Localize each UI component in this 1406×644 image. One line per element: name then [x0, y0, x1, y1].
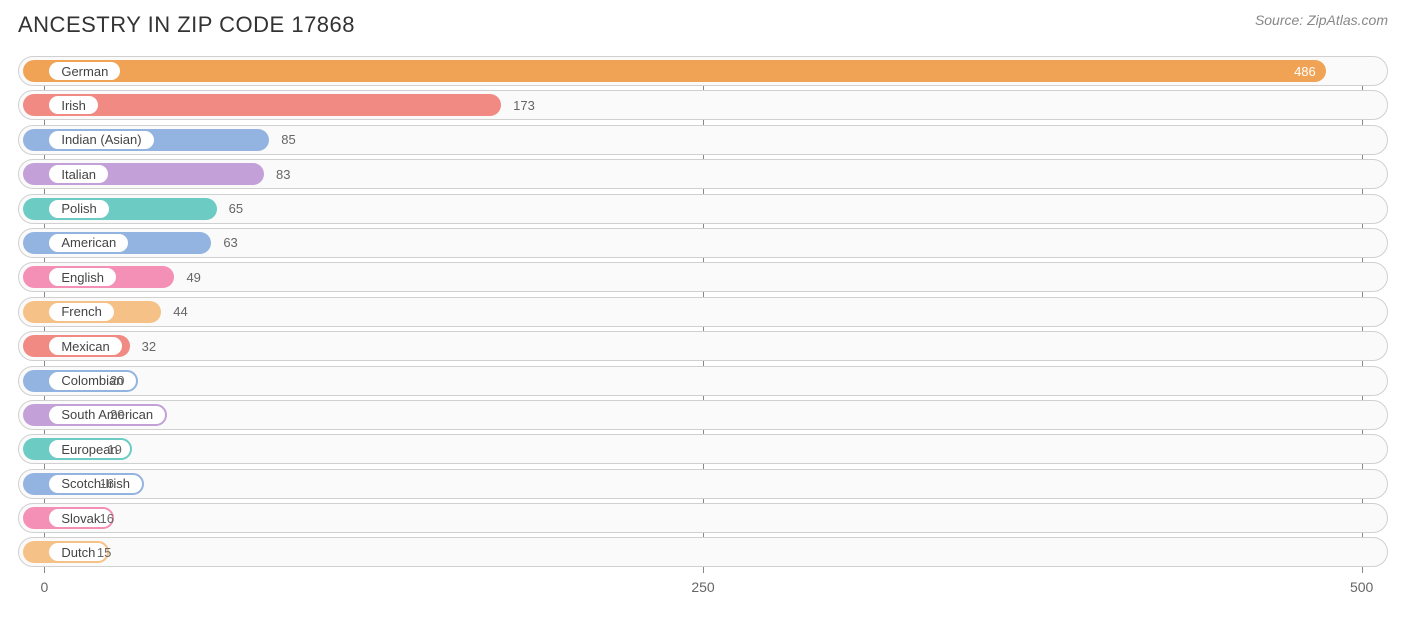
value-label: 16: [100, 504, 114, 532]
category-pill: German: [47, 60, 122, 82]
category-pill: Irish: [47, 94, 100, 116]
value-label: 20: [110, 367, 124, 395]
x-axis: 0 250 500: [18, 573, 1388, 601]
category-pill: French: [47, 301, 115, 323]
bar-row: European19: [18, 434, 1388, 464]
bar-row: English 49: [18, 262, 1388, 292]
bar-row: Irish 173: [18, 90, 1388, 120]
bar-row: American 63: [18, 228, 1388, 258]
category-pill: American: [47, 232, 130, 254]
value-label: 83: [276, 160, 290, 188]
chart-title: ANCESTRY IN ZIP CODE 17868: [18, 12, 355, 38]
bar-row: Colombian20: [18, 366, 1388, 396]
x-tick-label: 250: [691, 579, 714, 595]
chart-source: Source: ZipAtlas.com: [1255, 12, 1388, 28]
value-label: 63: [223, 229, 237, 257]
category-pill: Italian: [47, 163, 110, 185]
chart-area: 486 German Irish 173 Indian (Asian) 85 Italian…: [18, 56, 1388, 601]
bar-row: Polish 65: [18, 194, 1388, 224]
bar-row: Indian (Asian) 85: [18, 125, 1388, 155]
value-label: 49: [186, 263, 200, 291]
category-pill: Mexican: [47, 335, 123, 357]
value-label: 20: [110, 401, 124, 429]
bar: 486: [23, 60, 1326, 82]
value-label: 44: [173, 298, 187, 326]
category-pill: English: [47, 266, 118, 288]
bar-row: Slovak16: [18, 503, 1388, 533]
bar-row: Italian 83: [18, 159, 1388, 189]
value-label: 19: [107, 435, 121, 463]
x-tick-label: 0: [40, 579, 48, 595]
value-label: 486: [1294, 60, 1316, 82]
value-label: 32: [142, 332, 156, 360]
chart-header: ANCESTRY IN ZIP CODE 17868 Source: ZipAt…: [18, 12, 1388, 38]
bar-row: South American20: [18, 400, 1388, 430]
x-tick-label: 500: [1350, 579, 1373, 595]
value-label: 65: [229, 195, 243, 223]
category-pill: South American: [47, 404, 167, 426]
value-label: 15: [97, 538, 111, 566]
value-label: 173: [513, 91, 535, 119]
bar-row: Scotch-Irish16: [18, 469, 1388, 499]
bar-row: Mexican 32: [18, 331, 1388, 361]
category-pill: Scotch-Irish: [47, 473, 144, 495]
bar-row: Dutch15: [18, 537, 1388, 567]
category-pill: Indian (Asian): [47, 129, 155, 151]
bar-row: French 44: [18, 297, 1388, 327]
value-label: 16: [100, 470, 114, 498]
category-pill: Polish: [47, 198, 110, 220]
bars-container: 486 German Irish 173 Indian (Asian) 85 Italian…: [18, 56, 1388, 567]
value-label: 85: [281, 126, 295, 154]
bar-row: 486 German: [18, 56, 1388, 86]
